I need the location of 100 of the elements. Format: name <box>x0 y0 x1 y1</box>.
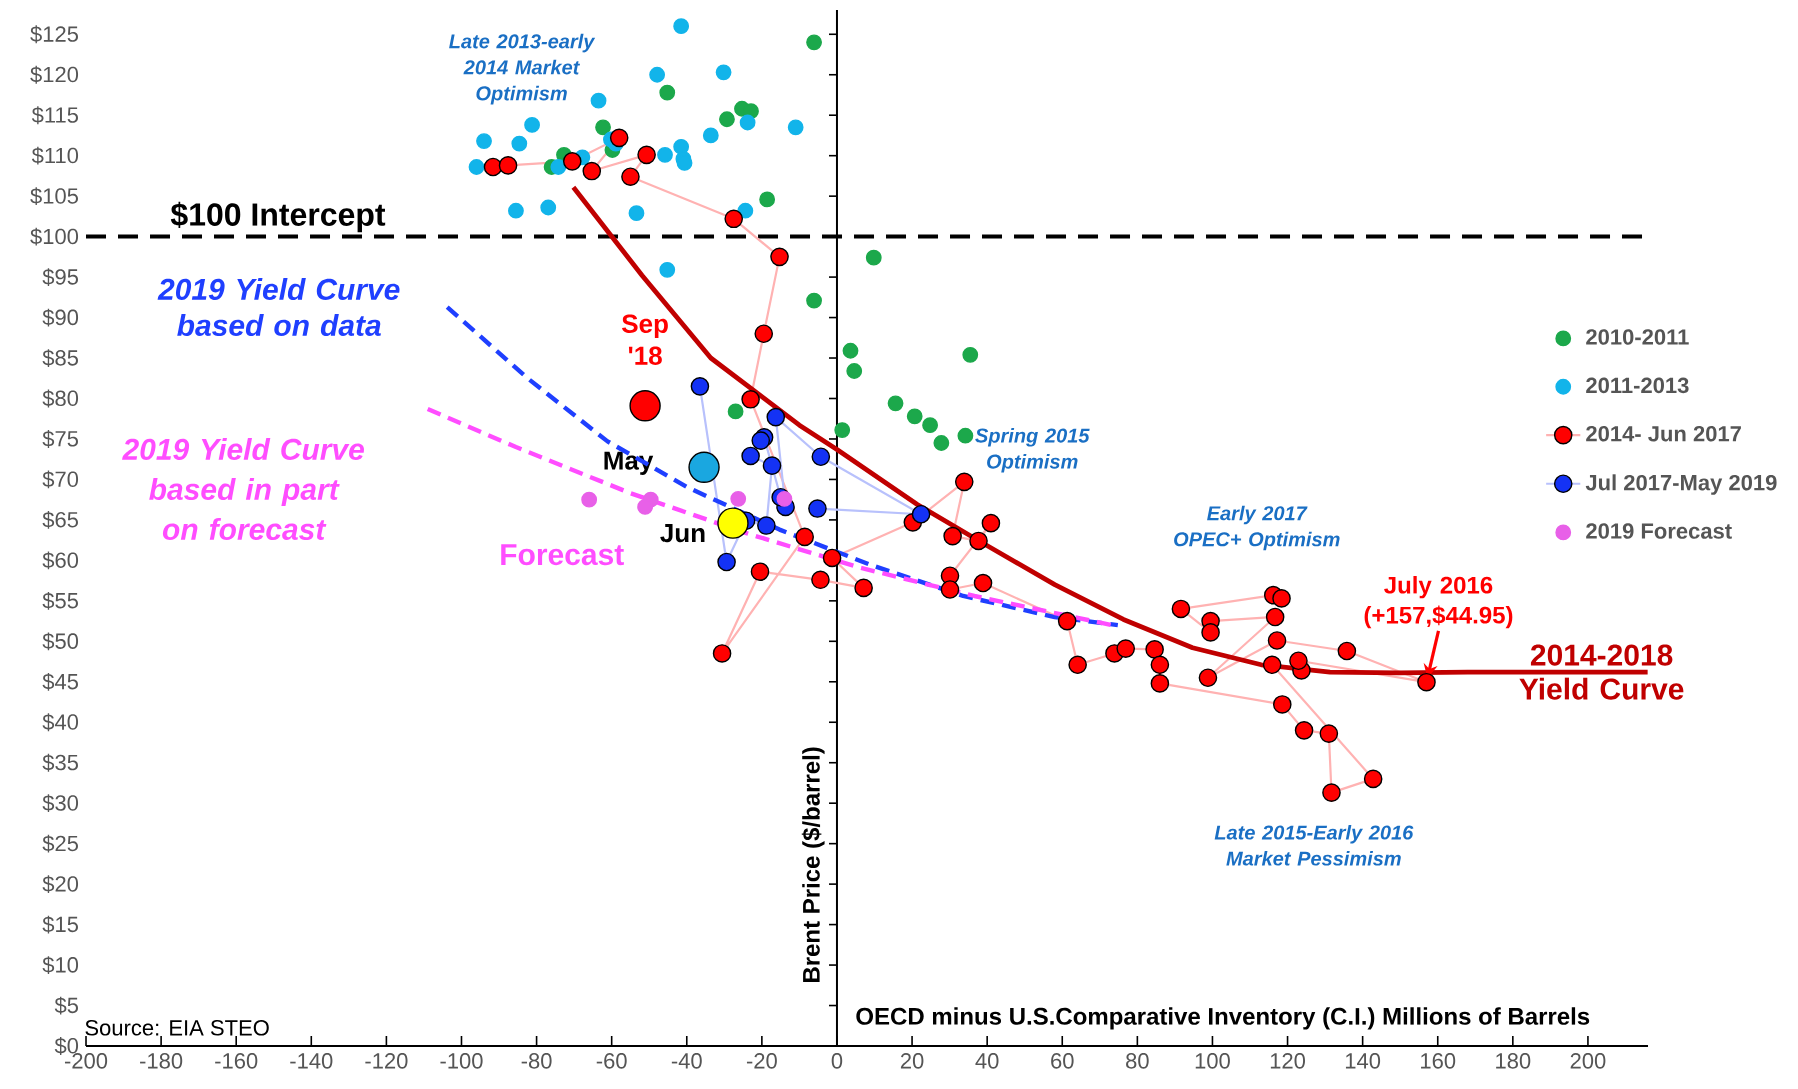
point <box>590 92 607 109</box>
x-tick-label: -100 <box>440 1053 483 1069</box>
point <box>962 346 979 363</box>
x-tick-label: -140 <box>290 1053 333 1069</box>
annotation: July 2016 (+157,$44.95) <box>1364 576 1513 629</box>
y-tick-label: $25 <box>42 834 78 853</box>
y-tick-label: $0 <box>54 1037 79 1055</box>
y-tick-label: $35 <box>42 753 78 772</box>
point <box>688 451 720 483</box>
point <box>476 133 492 150</box>
x-tick-label: 80 <box>1126 1053 1149 1069</box>
y-tick-label: $60 <box>42 551 79 570</box>
y-tick-label: $110 <box>31 146 79 165</box>
point <box>1150 655 1170 675</box>
point <box>702 127 719 144</box>
ref-line-label: $100 Intercept <box>170 201 386 233</box>
annotation: Late 2013-early 2014 Market Optimism <box>449 33 596 105</box>
point <box>1198 668 1218 688</box>
annotation: Spring 2015 Optimism <box>975 427 1090 473</box>
point <box>759 191 776 208</box>
point <box>621 167 640 187</box>
y-tick-label: $10 <box>42 956 79 974</box>
point <box>637 499 653 515</box>
legend-label: 2014- Jun 2017 <box>1586 425 1741 442</box>
point <box>981 513 1001 533</box>
point <box>637 145 656 165</box>
point <box>628 205 645 222</box>
point <box>741 446 760 466</box>
x-tick-label: -120 <box>365 1053 408 1069</box>
point <box>595 119 611 136</box>
point <box>1294 721 1314 740</box>
x-tick-label: 40 <box>975 1053 999 1069</box>
point <box>1272 695 1292 714</box>
x-tick-label: -160 <box>215 1053 258 1069</box>
y-tick-label: $120 <box>30 65 79 84</box>
point <box>741 390 760 409</box>
point <box>724 209 744 229</box>
legend-label: 2011-2013 <box>1586 377 1689 394</box>
legend-label: Jul 2017-May 2019 <box>1585 474 1777 495</box>
point <box>1265 607 1285 627</box>
point <box>922 417 938 434</box>
point <box>1057 611 1077 631</box>
point <box>717 507 749 539</box>
point <box>1417 672 1436 692</box>
point <box>811 447 831 467</box>
point <box>629 390 661 422</box>
y-tick-label: $65 <box>42 511 78 529</box>
y-tick-label: $45 <box>42 672 78 691</box>
series-label: Jun <box>660 524 705 543</box>
y-tick-label: $70 <box>42 470 79 489</box>
point <box>649 66 666 83</box>
point <box>834 422 851 438</box>
point <box>719 111 735 128</box>
point <box>766 407 786 427</box>
point <box>540 199 557 216</box>
point <box>822 548 842 568</box>
point <box>730 490 747 507</box>
point <box>787 119 804 136</box>
point <box>973 573 993 593</box>
y-tick-label: $125 <box>30 25 78 44</box>
point <box>846 363 863 379</box>
point <box>754 324 774 344</box>
point <box>508 202 524 219</box>
point <box>757 516 776 535</box>
legend-label: 2019 Forecast <box>1586 523 1732 539</box>
series-label: 2019 Yield Curve based on data <box>157 278 400 337</box>
x-tick-label: 100 <box>1195 1053 1230 1069</box>
point <box>1267 631 1287 650</box>
series-label: May <box>604 451 654 475</box>
annotation: Early 2017 OPEC+ Optimism <box>1174 505 1340 551</box>
point <box>498 156 518 175</box>
point <box>582 161 602 181</box>
point <box>1201 623 1220 642</box>
point <box>1145 640 1164 659</box>
y-tick-label: $5 <box>54 996 78 1015</box>
point <box>712 644 732 663</box>
point <box>808 499 827 518</box>
x-tick-label: -200 <box>64 1053 108 1069</box>
annotation: Forecast <box>501 544 624 566</box>
x-tick-label: -40 <box>671 1053 702 1069</box>
x-tick-label: -20 <box>746 1053 777 1069</box>
point <box>739 114 756 131</box>
point <box>1171 599 1191 619</box>
y-tick-label: $15 <box>42 915 78 934</box>
y-tick-label: $100 <box>30 227 79 246</box>
x-tick-label: 200 <box>1570 1053 1606 1069</box>
x-tick-label: 160 <box>1421 1053 1456 1069</box>
point <box>715 64 732 81</box>
point <box>933 435 950 451</box>
point <box>865 249 882 266</box>
point <box>940 580 960 599</box>
point <box>887 395 904 412</box>
point <box>1068 655 1087 675</box>
point <box>906 408 923 425</box>
y-tick-label: $55 <box>42 591 78 610</box>
point <box>511 135 528 152</box>
y-tick-label: $75 <box>42 430 78 448</box>
point <box>1322 783 1341 802</box>
x-tick-label: 20 <box>900 1053 924 1069</box>
point <box>524 117 540 133</box>
